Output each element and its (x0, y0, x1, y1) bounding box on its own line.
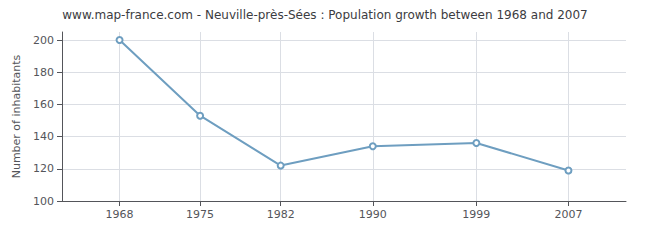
svg-text:100: 100 (33, 195, 54, 208)
svg-text:160: 160 (33, 98, 54, 111)
svg-text:1968: 1968 (106, 208, 134, 221)
svg-text:120: 120 (33, 162, 54, 175)
svg-text:Number of inhabitants: Number of inhabitants (10, 54, 23, 178)
svg-text:1982: 1982 (267, 208, 295, 221)
svg-text:1999: 1999 (462, 208, 490, 221)
svg-text:140: 140 (33, 130, 54, 143)
svg-text:1975: 1975 (186, 208, 214, 221)
svg-text:1990: 1990 (359, 208, 387, 221)
svg-text:180: 180 (33, 66, 54, 79)
svg-text:200: 200 (33, 34, 54, 47)
svg-text:www.map-france.com - Neuville-: www.map-france.com - Neuville-près-Sées … (62, 8, 587, 22)
svg-text:2007: 2007 (554, 208, 582, 221)
